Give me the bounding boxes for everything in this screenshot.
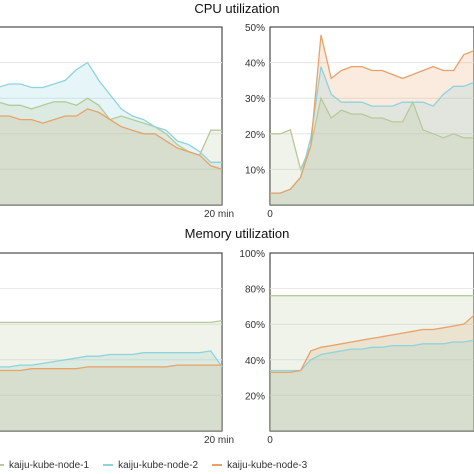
x-tick-label: 20 min [204,209,234,220]
cpu-section-title: CPU utilization [194,1,280,16]
line-kaiju-kube-node-3 [0,364,222,372]
area-kaiju-kube-node-2 [0,62,222,205]
line-kaiju-kube-node-2 [270,339,474,372]
area-kaiju-kube-node-1 [0,98,222,205]
chart-panel-2: 10% 20% 30% 40% 50% 0 [245,23,474,220]
legend-item-node-1[interactable]: kaiju-kube-node-1 [0,460,89,471]
legend: kaiju-kube-node-1 kaiju-kube-node-2 kaij… [0,457,321,473]
legend-swatch-node-1 [0,464,4,466]
legend-item-node-2[interactable]: kaiju-kube-node-2 [103,460,198,471]
y-tick-label: 50% [245,23,265,34]
y-tick-label: 40% [245,356,265,367]
line-kaiju-kube-node-2 [0,61,222,163]
x-tick-label: 0 [267,209,273,220]
plot-frame [269,26,474,206]
x-tick-label: 20 min [204,435,234,446]
chart-panel-1: 20 min [0,26,234,220]
legend-swatch-node-3 [212,464,223,466]
line-kaiju-kube-node-3 [270,34,474,194]
area-kaiju-kube-node-1 [270,98,474,205]
area-kaiju-kube-node-2 [270,340,474,431]
line-kaiju-kube-node-3 [270,314,474,373]
area-kaiju-kube-node-3 [0,108,222,205]
y-tick-label: 100% [239,249,265,260]
y-tick-label: 10% [245,165,265,176]
y-tick-label: 60% [245,320,265,331]
memory-section-title: Memory utilization [184,226,290,241]
legend-item-node-3[interactable]: kaiju-kube-node-3 [212,460,307,471]
plot-frame [269,252,474,432]
line-kaiju-kube-node-1 [0,319,223,324]
area-kaiju-kube-node-1 [0,320,222,431]
y-tick-label: 20% [245,130,265,141]
area-kaiju-kube-node-3 [270,34,474,206]
y-tick-label: 30% [245,94,265,105]
chart-panel-4: 20% 40% 60% 80% 100% 0 [239,249,474,446]
legend-swatch-node-2 [103,464,114,466]
plot-frame [0,26,223,206]
line-kaiju-kube-node-1 [270,96,474,172]
x-tick-label: 0 [267,435,273,446]
y-tick-label: 80% [245,285,265,296]
line-kaiju-kube-node-2 [0,350,223,368]
legend-label-node-3: kaiju-kube-node-3 [227,459,308,471]
plot-frame [0,252,223,432]
y-tick-label: 20% [245,391,265,402]
area-kaiju-kube-node-2 [0,350,222,431]
chart-panel-3: 20 min [0,252,234,446]
area-kaiju-kube-node-1 [270,295,474,431]
legend-label-node-2: kaiju-kube-node-2 [118,459,199,471]
y-tick-label: 40% [245,59,265,70]
area-kaiju-kube-node-3 [0,365,222,431]
line-kaiju-kube-node-3 [0,108,223,171]
line-kaiju-kube-node-2 [270,66,474,194]
legend-label-node-1: kaiju-kube-node-1 [9,459,90,471]
